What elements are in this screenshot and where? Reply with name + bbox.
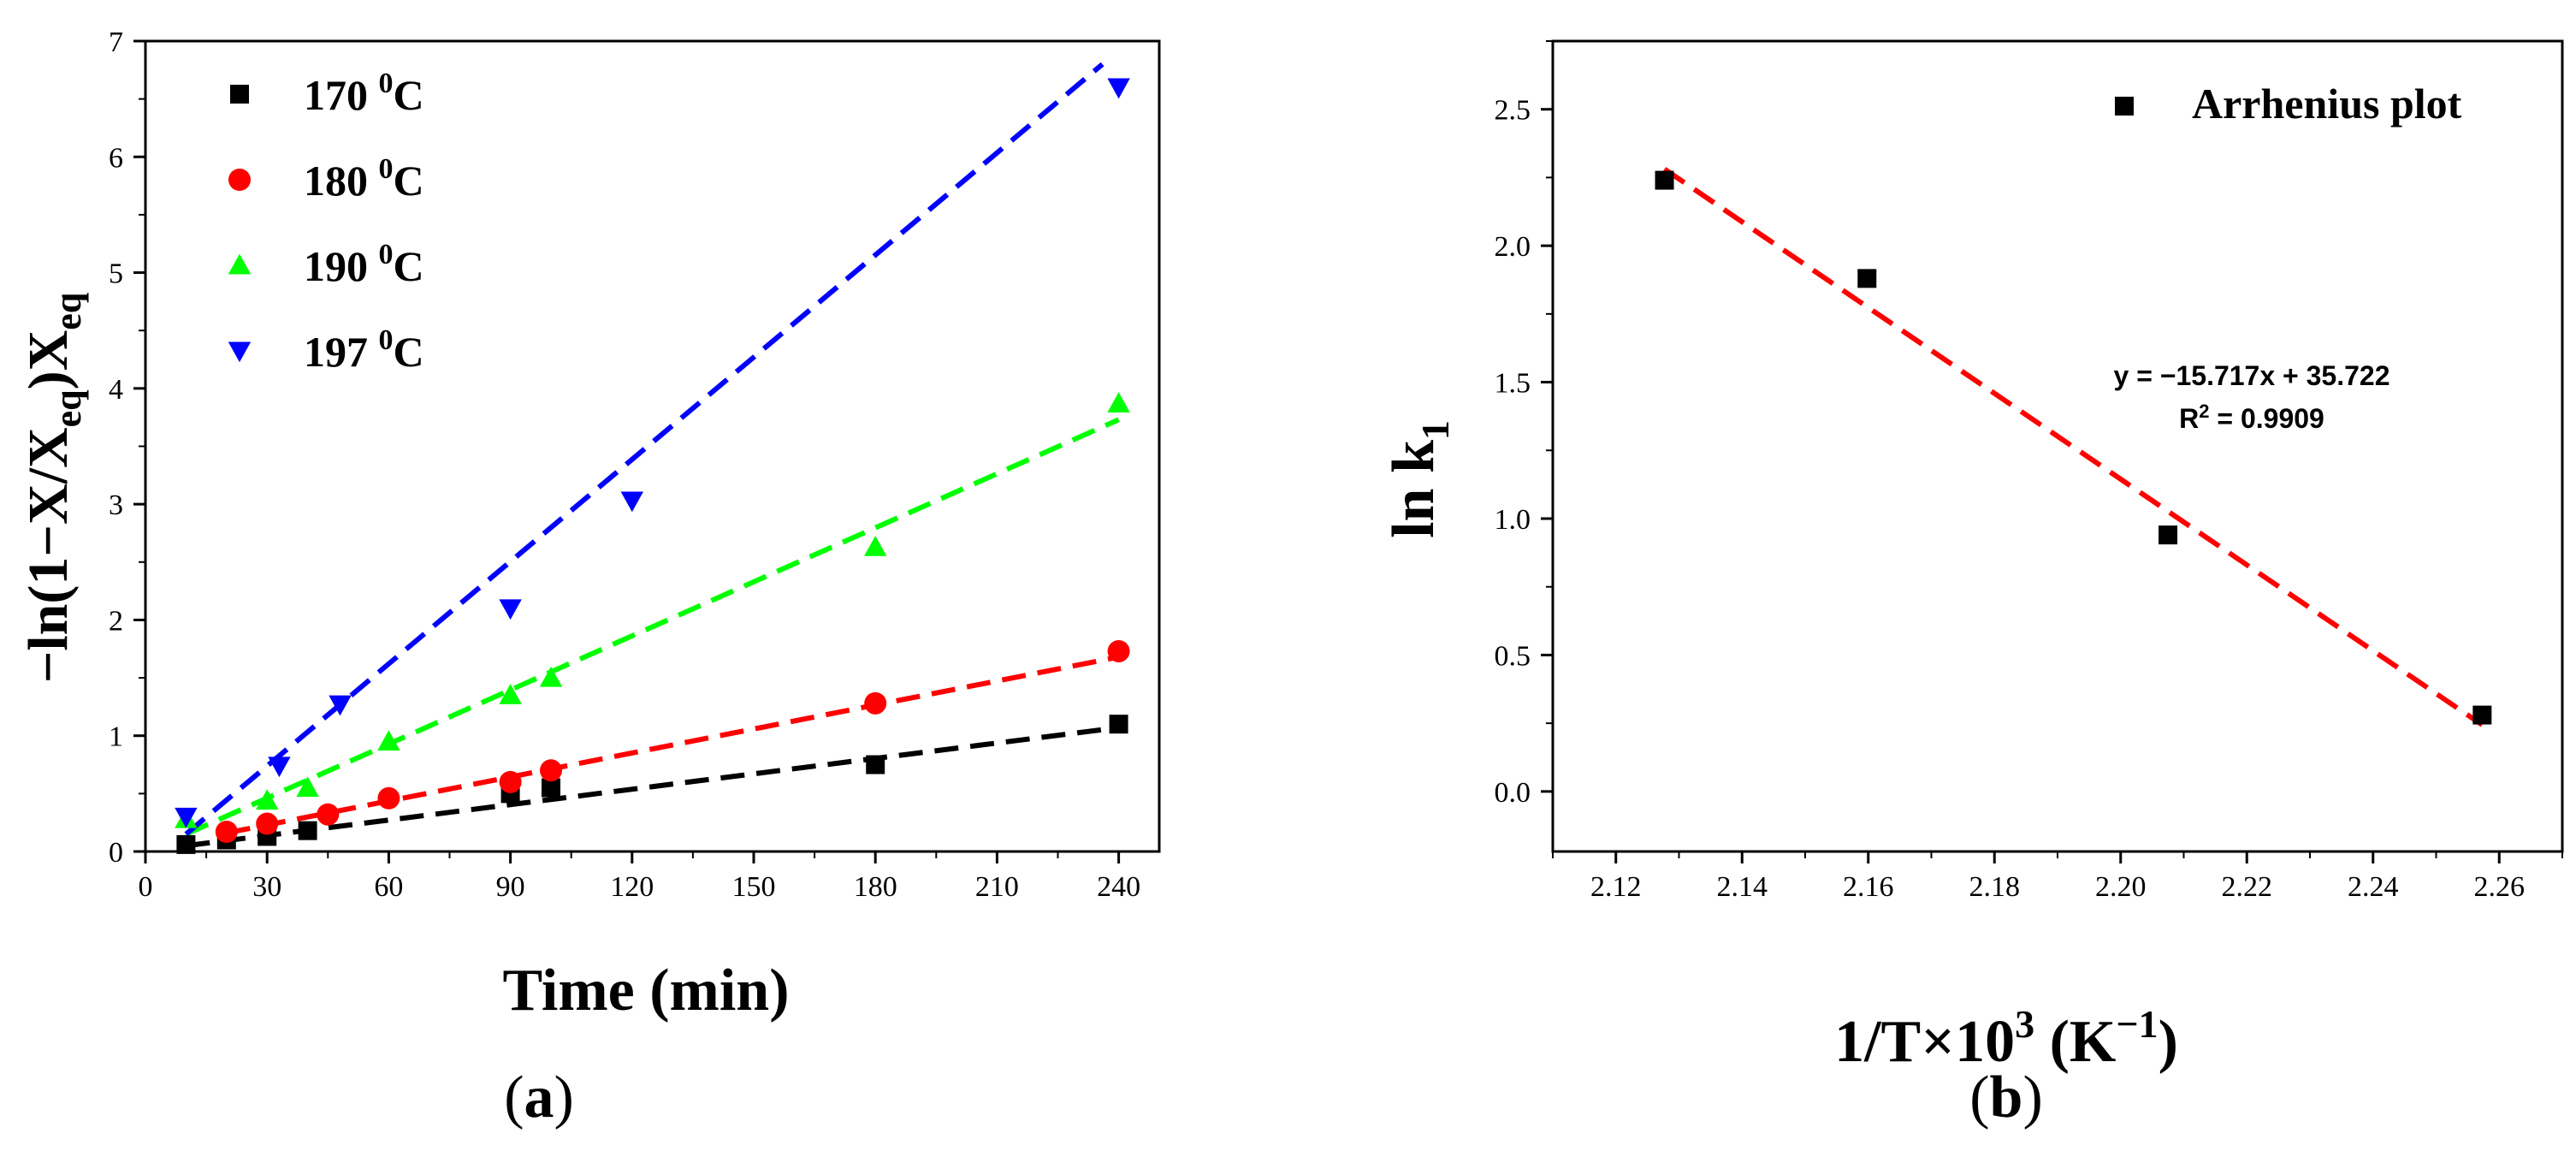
- panel-a-point-190: [539, 666, 563, 687]
- legend-label-180: 180 0C: [304, 153, 424, 205]
- panel-a-y-tick-label: 6: [109, 142, 123, 174]
- panel-b-label: (b): [1969, 1065, 2043, 1130]
- panel-a-point-180: [499, 770, 522, 793]
- panel-a-label: (a): [504, 1065, 574, 1130]
- panel-a-point-170: [866, 755, 885, 774]
- panel-a-y-tick-label: 1: [109, 721, 123, 753]
- panel-a-x-tick-label: 240: [1097, 871, 1140, 903]
- panel-b-fit-line: [1662, 167, 2484, 727]
- legend-marker-arrhenius: [2115, 97, 2134, 116]
- panel-b-point: [1857, 269, 1877, 288]
- legend-label-arrhenius: Arrhenius plot: [2192, 80, 2462, 128]
- panel-a-point-190: [296, 776, 319, 798]
- panel-a-point-180: [864, 691, 887, 715]
- legend-label-190: 190 0C: [304, 239, 424, 290]
- legend-label-170: 170 0C: [304, 68, 424, 119]
- panel-a-point-197: [175, 807, 198, 828]
- panel-a-point-180: [215, 821, 238, 844]
- panel-a-x-axis-title: Time (min): [502, 958, 789, 1024]
- panel-a-chart: 0 30 60 90 120 150 180 210 240 0 1 2 3 4 5 6 7 170 0C 180…: [17, 27, 1161, 1130]
- panel-a-point-180: [540, 759, 562, 782]
- panel-a-x-tick-label: 180: [854, 871, 897, 903]
- panel-a-x-tick-label: 60: [374, 871, 403, 903]
- legend-label-197: 197 0C: [304, 324, 424, 376]
- panel-b-x-tick-label: 2.12: [1590, 871, 1642, 903]
- panel-a-point-197: [1107, 78, 1130, 99]
- panel-a-point-170: [542, 778, 560, 798]
- legend-marker-197: [228, 341, 252, 363]
- panel-b-x-tick-label: 2.26: [2474, 871, 2526, 903]
- legend-marker-180: [228, 169, 251, 191]
- panel-a-point-197: [499, 599, 522, 620]
- panel-b-y-tick-label: 0.0: [1495, 777, 1531, 809]
- panel-a-x-tick-label: 90: [496, 871, 525, 903]
- panel-a-point-190: [377, 730, 400, 751]
- panel-a-x-tick-label: 150: [732, 871, 776, 903]
- panel-b-x-tick-label: 2.20: [2095, 871, 2147, 903]
- panel-a-point-197: [329, 695, 352, 716]
- panel-b-chart: 2.12 2.14 2.16 2.18 2.20 2.22 2.24 2.26 0.0 0.5 1.…: [1381, 39, 2564, 1130]
- panel-b-x-axis-title: 1/T×103 (K−1): [1834, 1002, 2178, 1075]
- panel-a-point-170: [1109, 715, 1128, 734]
- r-squared: R2 = 0.9909: [2179, 400, 2324, 434]
- panel-a-x-tick-label: 120: [610, 871, 654, 903]
- panel-b-y-tick-label: 2.0: [1495, 231, 1531, 263]
- panel-b-y-axis-title: ln k1: [1381, 420, 1457, 538]
- panel-b-x-tick-label: 2.16: [1843, 871, 1894, 903]
- legend-marker-190: [228, 253, 252, 275]
- panel-a-point-190: [256, 789, 279, 810]
- panel-a-point-190: [499, 684, 522, 704]
- panel-a-x-tick-label: 0: [139, 871, 153, 903]
- panel-a-point-197: [268, 756, 291, 778]
- panel-a-fit-line-170: [186, 725, 1119, 849]
- panel-b-point: [1655, 170, 1674, 190]
- panel-a-plot-frame: [144, 39, 1161, 853]
- panel-b-x-tick-label: 2.14: [1717, 871, 1768, 903]
- panel-b-x-tick-label: 2.18: [1969, 871, 2021, 903]
- panel-b-y-tick-label: 2.5: [1495, 95, 1531, 127]
- panel-a-y-tick-label: 5: [109, 258, 123, 290]
- panel-a-x-tick-label: 30: [252, 871, 281, 903]
- panel-a-point-190: [1107, 392, 1130, 413]
- panel-a-point-197: [620, 491, 643, 513]
- panel-b-point: [2472, 705, 2492, 725]
- panel-a-y-tick-label: 7: [109, 27, 123, 58]
- panel-a-fit-line-190: [185, 417, 1120, 837]
- panel-a-point-180: [377, 786, 400, 810]
- panel-a-y-tick-label: 0: [109, 837, 123, 869]
- panel-b-y-tick-label: 0.5: [1495, 640, 1531, 672]
- panel-a-y-axis-title: −ln(1−X/Xeq)Xeq: [17, 292, 89, 683]
- panel-b-x-tick-label: 2.22: [2222, 871, 2273, 903]
- panel-a-point-170: [176, 834, 196, 854]
- panel-a-x-tick-label: 210: [975, 871, 1019, 903]
- legend-marker-170: [230, 85, 249, 104]
- panel-a-point-190: [864, 535, 887, 556]
- panel-a-fit-line-180: [226, 654, 1120, 836]
- panel-a-y-tick-label: 4: [109, 374, 123, 406]
- fit-equation: y = −15.717x + 35.722: [2114, 360, 2390, 391]
- panel-a-point-180: [1107, 639, 1130, 662]
- panel-b-y-tick-label: 1.5: [1495, 368, 1531, 400]
- panel-b-point: [2159, 525, 2178, 545]
- panel-a-point-180: [256, 812, 279, 835]
- panel-a-y-tick-label: 3: [109, 490, 123, 521]
- panel-a-y-tick-label: 2: [109, 605, 123, 637]
- panel-a-point-180: [317, 803, 340, 826]
- panel-b-y-tick-label: 1.0: [1495, 504, 1531, 536]
- panel-b-plot-frame: [1551, 39, 2564, 853]
- panel-a-point-170: [298, 821, 317, 840]
- panel-b-x-tick-label: 2.24: [2348, 871, 2399, 903]
